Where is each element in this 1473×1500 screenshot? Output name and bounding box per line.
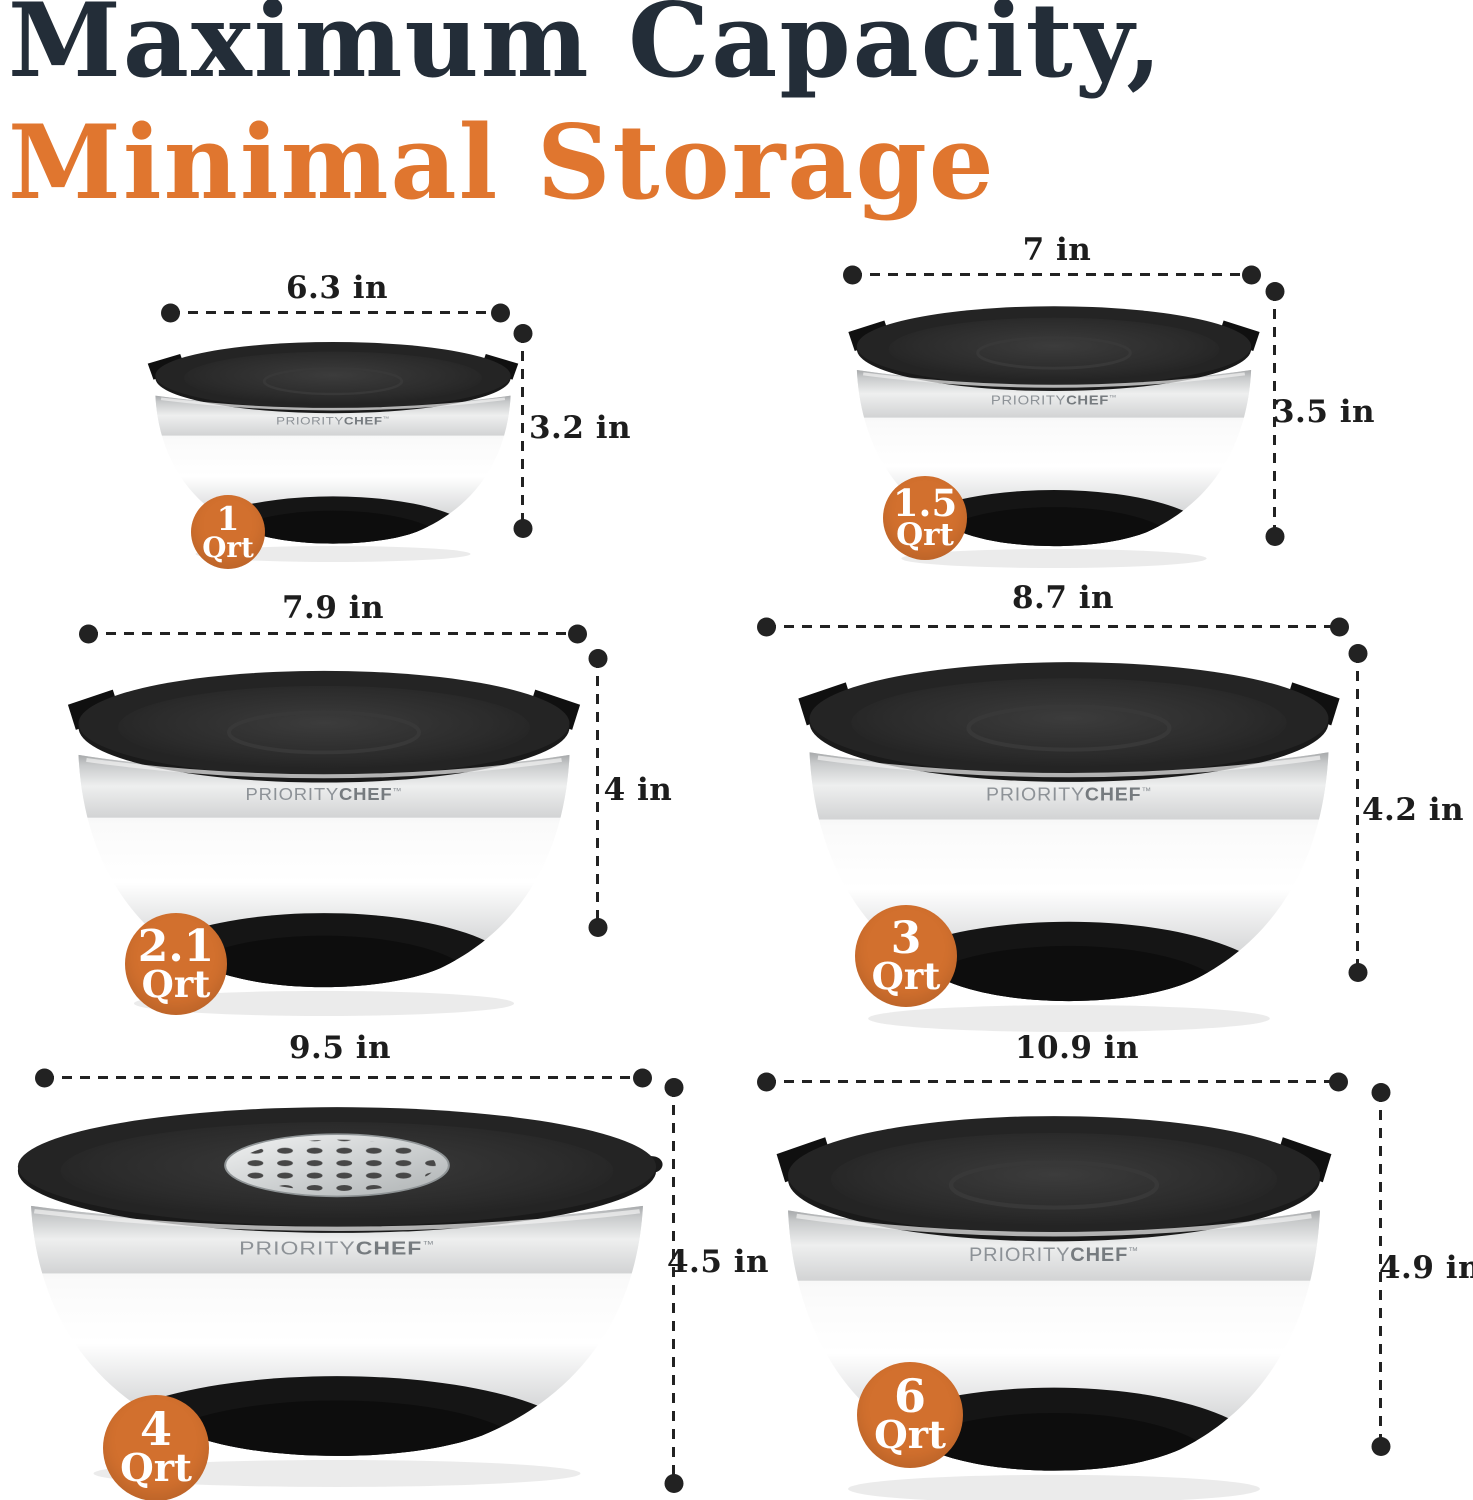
capacity-value: 3 xyxy=(890,912,922,964)
capacity-unit: Qrt xyxy=(874,1413,946,1459)
capacity-badge: 2.1 Qrt xyxy=(125,913,227,1015)
capacity-unit: Qrt xyxy=(871,954,941,999)
width-dimension-line xyxy=(44,1076,643,1079)
height-dimension-line xyxy=(521,333,524,529)
title-line-1: Maximum Capacity, xyxy=(8,0,1164,101)
capacity-unit: Qrt xyxy=(141,962,211,1007)
bowl-image xyxy=(8,1095,666,1487)
width-dimension-line xyxy=(88,632,578,635)
height-dimension-label: 4.2 in xyxy=(1361,792,1465,828)
height-dimension-label: 4 in xyxy=(603,772,673,808)
capacity-value: 2.1 xyxy=(137,920,215,972)
height-dimension-label: 4.5 in xyxy=(666,1244,770,1280)
width-dimension-line xyxy=(170,311,501,314)
bowl-image xyxy=(768,1095,1340,1500)
capacity-value: 1.5 xyxy=(892,480,958,525)
width-dimension-label: 9.5 in xyxy=(288,1030,392,1066)
width-dimension-label: 7.9 in xyxy=(281,590,385,626)
capacity-value: 6 xyxy=(893,1368,926,1423)
width-dimension-label: 7 in xyxy=(1022,232,1092,268)
capacity-badge: 1 Qrt xyxy=(191,495,265,569)
capacity-unit: Qrt xyxy=(202,530,254,564)
bowl-image xyxy=(842,292,1266,568)
capacity-badge: 3 Qrt xyxy=(855,905,957,1007)
capacity-unit: Qrt xyxy=(896,516,954,553)
capacity-unit: Qrt xyxy=(120,1446,192,1492)
capacity-badge: 6 Qrt xyxy=(857,1362,963,1468)
width-dimension-label: 8.7 in xyxy=(1011,580,1115,616)
bowl-image xyxy=(790,642,1348,1032)
capacity-badge: 4 Qrt xyxy=(103,1395,209,1500)
height-dimension-line xyxy=(596,658,599,928)
width-dimension-line xyxy=(766,625,1340,628)
height-dimension-label: 3.5 in xyxy=(1272,394,1376,430)
capacity-value: 4 xyxy=(139,1401,172,1456)
capacity-badge: 1.5 Qrt xyxy=(883,476,967,560)
height-dimension-line xyxy=(672,1087,675,1484)
bowl-image xyxy=(60,652,588,1016)
height-dimension-line xyxy=(1273,291,1276,537)
width-dimension-line xyxy=(852,273,1252,276)
height-dimension-label: 3.2 in xyxy=(528,410,632,446)
title-line-2: Minimal Storage xyxy=(8,103,996,223)
height-dimension-label: 4.9 in xyxy=(1378,1250,1473,1286)
height-dimension-line xyxy=(1379,1092,1382,1447)
height-dimension-line xyxy=(1356,653,1359,973)
capacity-value: 1 xyxy=(216,499,240,539)
width-dimension-line xyxy=(766,1080,1339,1083)
bowl-image xyxy=(142,330,524,562)
width-dimension-label: 10.9 in xyxy=(1014,1030,1140,1066)
width-dimension-label: 6.3 in xyxy=(285,270,389,306)
